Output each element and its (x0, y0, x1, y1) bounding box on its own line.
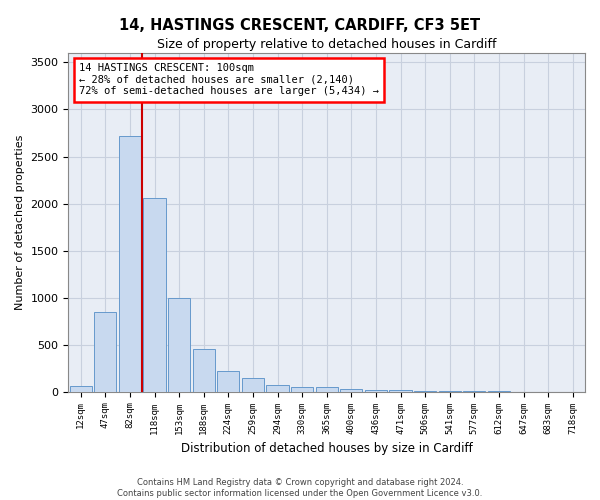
Bar (143, 198, 166, 392)
Text: 14 HASTINGS CRESCENT: 100sqm
← 28% of detached houses are smaller (2,140)
72% of: 14 HASTINGS CRESCENT: 100sqm ← 28% of de… (79, 63, 379, 96)
Bar (119, 136, 141, 392)
Bar (316, 388, 338, 392)
Bar (70, 386, 92, 392)
Bar (291, 386, 313, 392)
Text: Contains HM Land Registry data © Crown copyright and database right 2024.
Contai: Contains HM Land Registry data © Crown c… (118, 478, 482, 498)
Bar (168, 298, 190, 392)
Title: Size of property relative to detached houses in Cardiff: Size of property relative to detached ho… (157, 38, 496, 51)
Text: 14, HASTINGS CRESCENT, CARDIFF, CF3 5ET: 14, HASTINGS CRESCENT, CARDIFF, CF3 5ET (119, 18, 481, 32)
Bar (389, 390, 412, 392)
Y-axis label: Number of detached properties: Number of detached properties (15, 134, 25, 310)
Bar (365, 390, 387, 392)
Bar (242, 378, 264, 392)
Bar (414, 391, 436, 392)
Bar (193, 350, 215, 392)
Bar (94, 312, 116, 392)
Bar (340, 389, 362, 392)
Bar (217, 370, 239, 392)
X-axis label: Distribution of detached houses by size in Cardiff: Distribution of detached houses by size … (181, 442, 473, 455)
Bar (266, 385, 289, 392)
